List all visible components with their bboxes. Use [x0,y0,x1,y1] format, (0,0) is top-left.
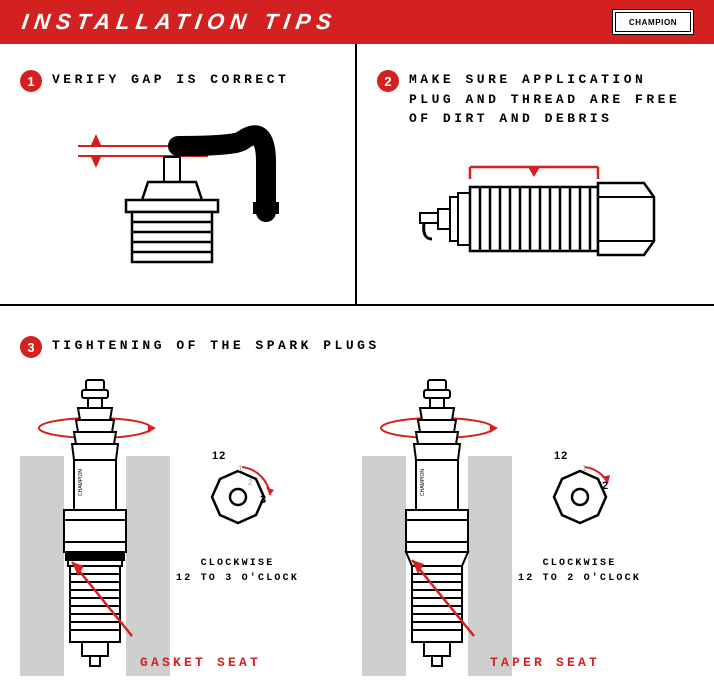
step-text-3: TIGHTENING OF THE SPARK PLUGS [52,336,380,356]
dial-caption-1a: CLOCKWISE [176,556,299,571]
gasket-seat-label: GASKET SEAT [140,655,261,670]
dial-minor-2: 2 [248,478,252,487]
dial-minor-1r: 1 [582,464,586,473]
gasket-dial: 12 1 2 3 CLOCKWISE 12 TO 3 O'CLOCK [176,453,299,586]
taper-plug-illustration: CHAMPION [362,376,512,676]
taper-dial: 12 1 2 CLOCKWISE 12 TO 2 O'CLOCK [518,453,641,586]
dial-caption-2b: 12 TO 2 O'CLOCK [518,571,641,586]
brand-logo: CHAMPION [612,9,694,35]
taper-dial-svg [530,453,630,543]
dial-minor-1: 1 [238,464,242,473]
svg-text:CHAMPION: CHAMPION [420,469,426,496]
step-number-3: 3 [20,336,42,358]
gasket-plug-illustration: CHAMPION [20,376,170,676]
content-grid: 1 VERIFY GAP IS CORRECT [0,44,714,676]
dial-caption-1b: 12 TO 3 O'CLOCK [176,571,299,586]
dial-2-label: 2 [602,480,608,492]
gap-illustration [48,102,308,282]
step-text-1: VERIFY GAP IS CORRECT [52,70,289,90]
page-title: INSTALLATION TIPS [20,9,339,35]
panel-step-1: 1 VERIFY GAP IS CORRECT [0,44,357,304]
dial-12-label: 12 [212,450,226,462]
dial-caption-2a: CLOCKWISE [518,556,641,571]
dial-3-label: 3 [260,494,266,506]
taper-plug-group: CHAMPION 12 1 2 [362,376,694,676]
gasket-plug-group: CHAMPION 12 1 2 [20,376,352,676]
step-text-2: MAKE SURE APPLICATION PLUG AND THREAD AR… [409,70,694,129]
panel-step-2: 2 MAKE SURE APPLICATION PLUG AND THREAD … [357,44,714,304]
thread-illustration [386,139,686,289]
diagram-thread [377,139,694,289]
diagram-gap [20,102,335,282]
panel-step-3: 3 TIGHTENING OF THE SPARK PLUGS [0,304,714,676]
step-number-2: 2 [377,70,399,92]
taper-seat-label: TAPER SEAT [490,655,600,670]
svg-text:CHAMPION: CHAMPION [78,469,84,496]
step-number-1: 1 [20,70,42,92]
header-bar: INSTALLATION TIPS CHAMPION [0,0,714,44]
dial-12-label-r: 12 [554,450,568,462]
tightening-row: CHAMPION 12 1 2 [20,376,694,676]
